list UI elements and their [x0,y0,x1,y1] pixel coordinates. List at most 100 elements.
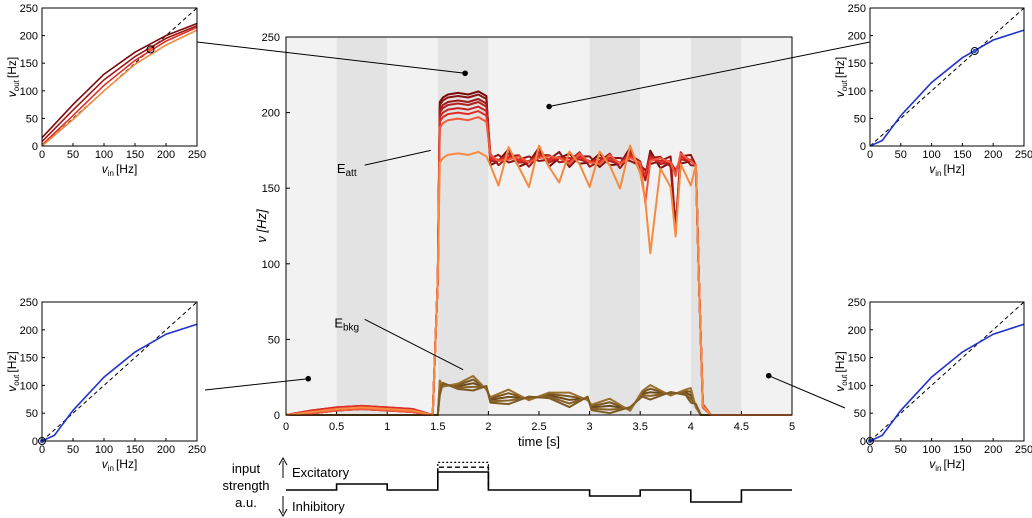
input-step-trace [286,471,792,503]
annotation-pointer [364,318,464,371]
x-tick-label: 100 [95,149,113,161]
x-tick-label: 4 [688,421,694,433]
y-tick-label: 200 [848,325,866,337]
y-tick-label: 0 [32,141,38,153]
inset-bottom-left: 0 50 100 150 200 250 0 50 100 150 200 250 vin [Hz] vou… [5,297,206,473]
inset-frame [869,7,1025,147]
annotation-label: Ebkg [334,315,359,333]
x-tick-label: 50 [67,149,79,161]
response-curve [41,24,198,143]
y-axis-label: vout[Hz] [5,351,21,391]
background-band [286,37,337,415]
connector-line [549,41,871,108]
connector-dot [462,70,468,77]
inset-frame [869,301,1025,442]
x-tick-label: 100 [95,444,113,456]
plot-frame [285,36,793,416]
y-tick-label: 50 [26,113,38,125]
x-tick-label: 0.5 [329,421,344,433]
y-tick-label: 0 [32,436,38,448]
y-tick-label: 250 [20,3,38,15]
x-tick-label: 3 [587,421,593,433]
x-tick-label: 200 [157,149,175,161]
y-tick-label: 200 [20,325,38,337]
x-tick-label: 5 [789,421,795,433]
x-tick-label: 4.5 [734,421,749,433]
x-tick-label: 0 [39,149,45,161]
excitatory-label: Excitatory [292,465,350,480]
input-label-line1: input [232,461,261,476]
inset-frame [41,301,198,442]
y-axis-label: vout[Hz] [5,57,21,97]
x-tick-label: 1.5 [430,421,445,433]
y-axis-label: ν [Hz] [254,209,269,243]
main-chart: 0 0.5 1 1.5 2 2.5 3 3.5 4 4.5 5050100150200250time… [254,32,795,449]
x-axis-label: vin [Hz] [102,162,138,178]
inset-bottom-right: 0 50 100 150 200 250 0 50 100 150 200 250 vin [Hz] vou… [833,297,1032,473]
input-strength-panel: input strength a.u. Excitatory Inhibitory [223,456,792,518]
connector-line [196,41,466,74]
connector-line [204,378,309,391]
up-arrow-icon [278,456,288,466]
y-tick-label: 100 [20,86,38,98]
operating-point-fill [148,47,153,52]
connector-lines [196,41,871,409]
y-tick-label: 0 [860,436,866,448]
x-tick-label: 0 [39,444,45,456]
series-bkg-line [286,381,792,416]
x-tick-label: 250 [1015,149,1032,161]
x-tick-label: 2 [485,421,491,433]
input-level-dashed [437,466,490,490]
x-tick-label: 150 [953,149,971,161]
y-tick-label: 150 [20,58,38,70]
x-tick-label: 0 [867,444,873,456]
series-bkg-line [286,375,792,416]
x-tick-label: 100 [922,149,940,161]
y-axis-label: vout[Hz] [833,57,849,97]
x-tick-label: 0 [283,421,289,433]
annotation-label: Eatt [337,161,357,179]
response-curve [41,26,198,146]
y-tick-label: 50 [854,113,866,125]
connector-line [768,375,846,409]
y-tick-label: 200 [848,31,866,43]
x-axis-label: vin [Hz] [102,457,138,473]
y-tick-label: 250 [848,3,866,15]
y-tick-label: 100 [262,259,280,271]
inhibitory-label: Inhibitory [292,499,345,514]
background-band [690,37,742,415]
operating-point-marker [970,47,979,56]
x-tick-label: 200 [157,444,175,456]
input-level-dotted [437,461,489,490]
inset-frame [41,7,198,147]
x-tick-label: 150 [126,444,144,456]
x-tick-label: 250 [188,444,206,456]
background-band [387,37,438,415]
y-tick-label: 50 [854,408,866,420]
y-tick-label: 100 [848,380,866,392]
y-tick-label: 200 [262,108,280,120]
connector-dot [305,375,312,382]
y-tick-label: 150 [262,183,280,195]
x-axis-label: vin [Hz] [929,457,965,473]
x-tick-label: 200 [984,149,1002,161]
y-tick-label: 100 [20,380,38,392]
background-band [488,37,590,415]
y-tick-label: 0 [860,141,866,153]
response-curve [869,29,1025,147]
y-tick-label: 100 [848,86,866,98]
background-band [589,37,641,415]
down-arrow-icon [278,508,288,518]
y-tick-label: 250 [848,297,866,309]
y-tick-label: 150 [848,353,866,365]
input-label-line2: strength [223,478,270,493]
x-tick-label: 250 [1015,444,1032,456]
x-tick-label: 150 [953,444,971,456]
x-tick-label: 1 [384,421,390,433]
response-curve [41,323,198,442]
y-tick-label: 150 [20,353,38,365]
x-tick-label: 250 [188,149,206,161]
inset-top-right: 0 50 100 150 200 250 0 50 100 150 200 250 vin [Hz] vou… [833,3,1032,178]
x-axis-label: time [s] [518,434,560,449]
